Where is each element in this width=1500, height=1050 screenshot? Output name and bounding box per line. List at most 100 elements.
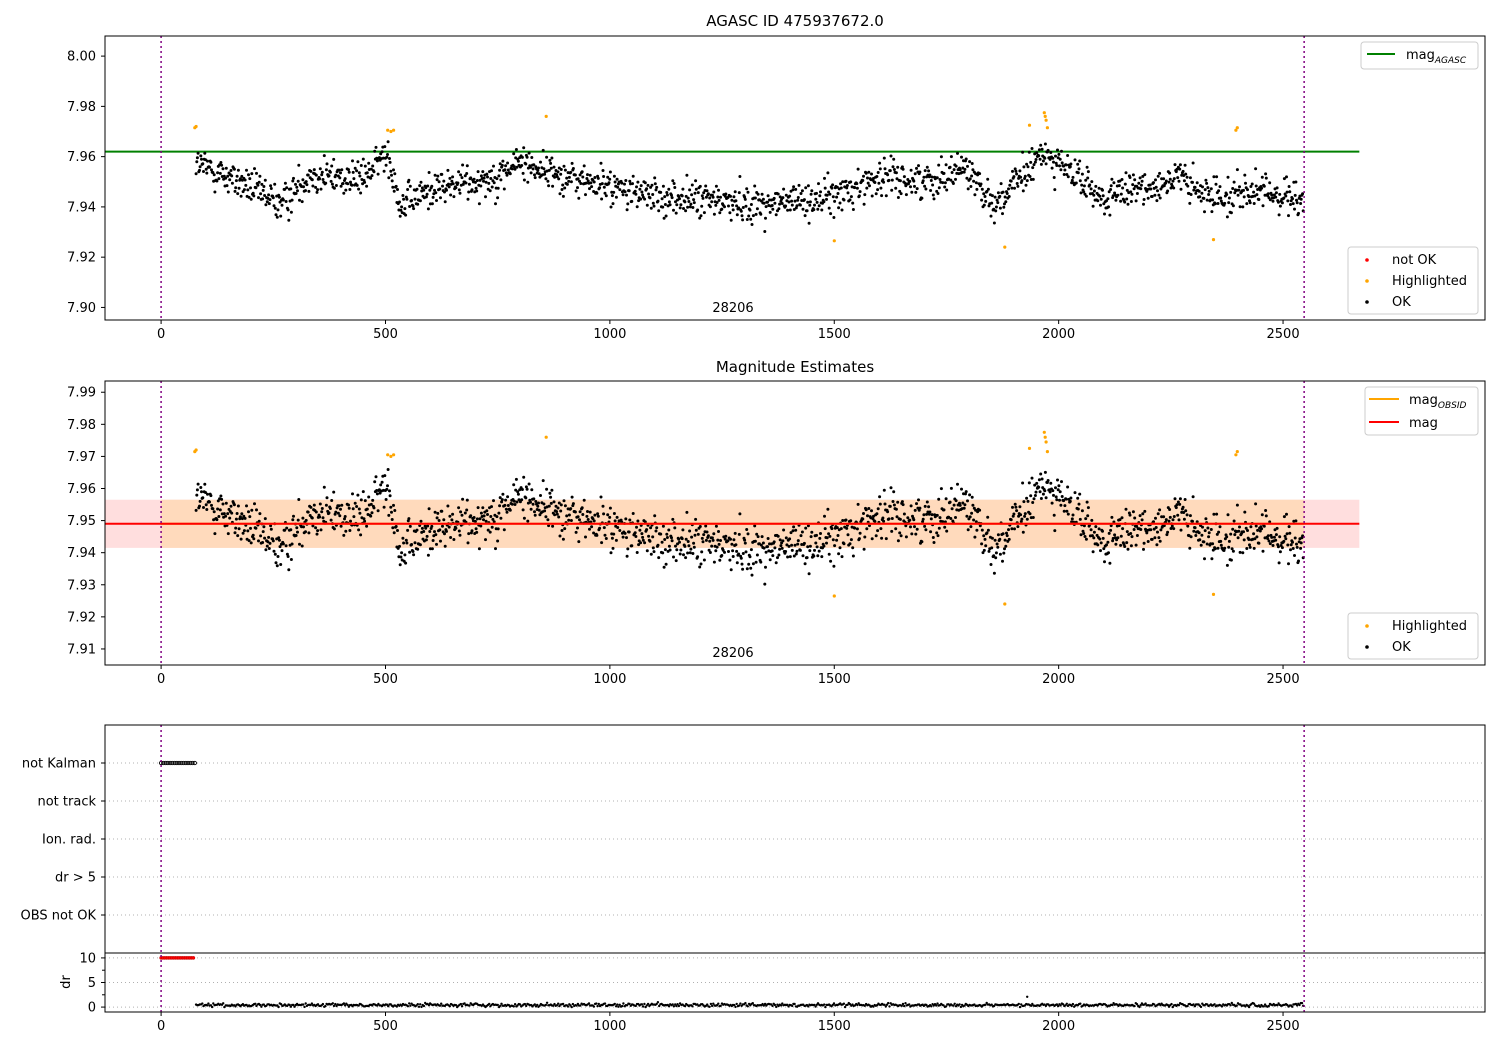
ok-point (512, 483, 516, 487)
ok-point (420, 526, 424, 530)
dr-point (676, 1003, 679, 1006)
ok-point (209, 494, 213, 498)
ok-point (451, 512, 455, 516)
ok-point (573, 173, 577, 177)
ok-point (1092, 530, 1096, 534)
ok-point (574, 189, 578, 193)
dr-point (1070, 1004, 1073, 1008)
ok-point (949, 155, 953, 159)
ok-point (1016, 184, 1020, 188)
ok-point (330, 499, 334, 502)
ok-point (612, 190, 616, 194)
ok-point (1057, 484, 1061, 488)
ok-point (707, 548, 711, 552)
ok-point (909, 525, 912, 529)
ok-point (475, 517, 479, 521)
ok-point (831, 538, 835, 542)
ok-point (247, 539, 251, 543)
ok-point (1168, 515, 1172, 519)
dr-point (1235, 1004, 1238, 1007)
ok-point (1166, 189, 1170, 193)
ok-point (237, 527, 241, 531)
ok-point (506, 495, 510, 499)
ok-point (723, 205, 726, 209)
ok-point (1212, 175, 1216, 179)
ok-point (668, 548, 672, 552)
ok-point (1030, 476, 1034, 480)
dr-point (1135, 1003, 1139, 1006)
ok-point (753, 184, 757, 188)
dr-point (201, 1002, 204, 1005)
ok-point (829, 559, 833, 563)
ok-point (1125, 530, 1129, 534)
ok-point (612, 174, 616, 178)
ok-point (433, 510, 437, 514)
ok-point (1102, 547, 1106, 551)
ok-point (592, 180, 596, 184)
ok-point (641, 535, 645, 539)
ok-point (330, 182, 334, 186)
ok-point (1007, 187, 1010, 191)
ok-point (1152, 181, 1155, 185)
dr-point (289, 1005, 293, 1008)
ok-point (738, 512, 742, 516)
ok-point (247, 510, 250, 514)
ok-point (935, 176, 939, 180)
ok-point (1001, 190, 1005, 194)
dr-point (417, 1005, 421, 1008)
ok-point (668, 203, 672, 207)
ok-point (1060, 149, 1063, 153)
dr-point (343, 1004, 347, 1007)
ok-point (1003, 538, 1007, 542)
ok-point (336, 511, 340, 515)
ok-point (351, 170, 355, 174)
ok-point (552, 165, 556, 169)
ok-point (954, 499, 958, 503)
ok-point (877, 181, 881, 185)
ok-point (302, 185, 305, 189)
ok-point (649, 206, 653, 210)
ok-point (1005, 531, 1008, 535)
ok-point (898, 189, 902, 193)
ok-point (838, 546, 842, 550)
ok-point (921, 520, 925, 524)
ok-point (1029, 160, 1033, 164)
ok-point (1299, 546, 1303, 550)
ok-point (267, 193, 271, 197)
legend-points: Highlighted OK (1347, 612, 1479, 660)
ok-point (896, 196, 900, 199)
ok-point (314, 526, 318, 530)
ok-point (571, 502, 575, 506)
dr-point (1298, 1003, 1301, 1007)
ok-point (248, 515, 252, 519)
ok-point (342, 191, 346, 195)
ok-point (702, 558, 706, 562)
ok-point (773, 201, 777, 205)
dr-point (751, 1002, 754, 1005)
ok-point (1219, 539, 1223, 543)
ok-point (1112, 520, 1116, 524)
ok-point (643, 520, 647, 524)
ok-point (541, 479, 545, 483)
not-kalman-point (192, 760, 197, 766)
ok-point (929, 530, 933, 534)
ok-point (1105, 543, 1108, 547)
ok-point (1126, 547, 1130, 551)
ok-point (890, 178, 894, 182)
ok-point (495, 177, 499, 181)
dr-point (824, 1005, 827, 1009)
ok-point (1154, 178, 1157, 182)
ok-point (727, 204, 730, 208)
ok-point (399, 555, 403, 559)
ok-point (443, 190, 446, 194)
ok-point (558, 192, 562, 196)
ok-point (796, 198, 800, 202)
ok-point (596, 514, 600, 518)
ok-point (351, 507, 355, 511)
ok-point (510, 167, 514, 171)
ok-point (653, 182, 657, 186)
ok-point (325, 496, 329, 500)
ok-point (1084, 537, 1088, 541)
ok-point (665, 193, 669, 197)
ok-point (625, 193, 628, 197)
